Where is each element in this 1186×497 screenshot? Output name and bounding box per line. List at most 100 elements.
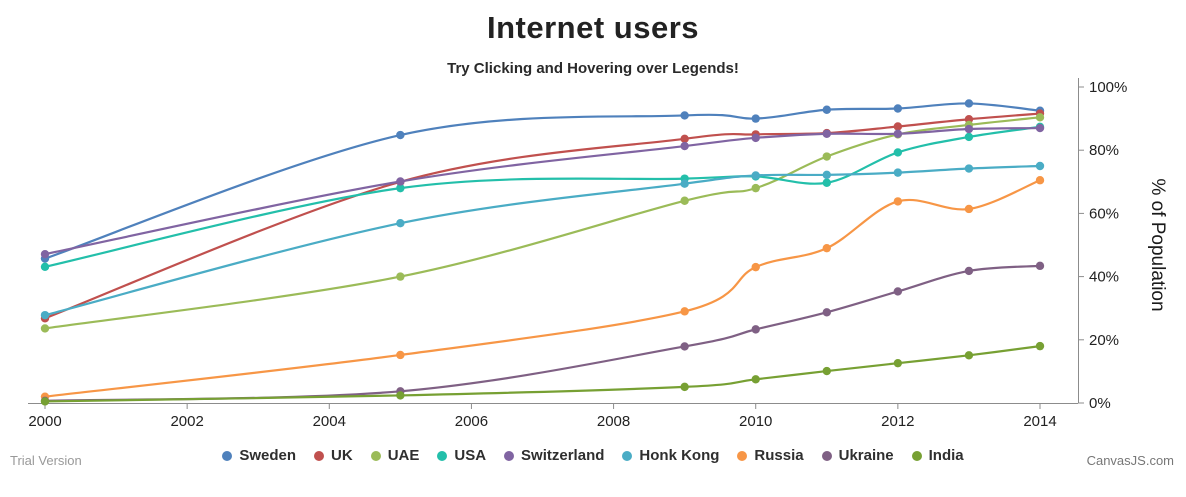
legend-marker-icon xyxy=(370,450,381,461)
legend-item-sweden[interactable]: Sweden xyxy=(222,447,296,464)
x-tick-label: 2014 xyxy=(1023,413,1056,430)
series-line-sweden[interactable] xyxy=(43,102,1042,260)
legend-label: Honk Kong xyxy=(639,447,720,464)
series-line-india[interactable] xyxy=(43,345,1042,403)
x-tick-label: 2000 xyxy=(28,413,61,430)
y-tick-label: 80% xyxy=(1089,142,1119,159)
legend-item-honk-kong[interactable]: Honk Kong xyxy=(622,447,719,464)
series-line-uae[interactable] xyxy=(43,116,1042,330)
x-tick-label: 2010 xyxy=(739,413,772,430)
chart-plot-area: 2000 2002 2004 2006 2008 2010 2012 2014 0% 20% 40%… xyxy=(28,78,1168,430)
series-marker-switzerland[interactable] xyxy=(1035,123,1045,133)
series-marker-sweden[interactable] xyxy=(893,104,903,113)
series-marker-usa[interactable] xyxy=(396,183,405,193)
x-tick-label: 2006 xyxy=(455,413,488,430)
legend-item-india[interactable]: India xyxy=(911,447,964,464)
series-marker-uae[interactable] xyxy=(822,152,831,161)
legend-label: Russia xyxy=(754,447,804,464)
series-marker-russia[interactable] xyxy=(396,350,405,360)
series-marker-ukraine[interactable] xyxy=(680,342,689,351)
canvasjs-credit-link[interactable]: CanvasJS.com xyxy=(1086,453,1174,468)
series-marker-uk[interactable] xyxy=(680,134,689,144)
series-marker-uae[interactable] xyxy=(751,183,760,193)
series-marker-honk-kong[interactable] xyxy=(40,310,50,320)
series-marker-ukraine[interactable] xyxy=(893,287,903,296)
series-marker-usa[interactable] xyxy=(893,148,903,157)
series-marker-india[interactable] xyxy=(751,375,760,384)
series-marker-switzerland[interactable] xyxy=(964,124,974,134)
y-tick-label: 60% xyxy=(1089,205,1119,222)
series-marker-ukraine[interactable] xyxy=(751,325,760,334)
series-marker-switzerland[interactable] xyxy=(40,249,50,259)
series-marker-russia[interactable] xyxy=(964,204,974,214)
legend-label: Ukraine xyxy=(838,447,894,464)
series-marker-honk-kong[interactable] xyxy=(822,170,831,180)
series-marker-russia[interactable] xyxy=(893,197,903,206)
series-marker-switzerland[interactable] xyxy=(822,129,831,138)
series-marker-honk-kong[interactable] xyxy=(751,171,760,180)
series-marker-switzerland[interactable] xyxy=(396,177,405,186)
x-tick-label: 2002 xyxy=(170,413,203,430)
series-marker-russia[interactable] xyxy=(1035,176,1045,185)
series-marker-uae[interactable] xyxy=(40,324,50,333)
series-marker-uae[interactable] xyxy=(680,196,689,205)
series-line-switzerland[interactable] xyxy=(43,126,1042,256)
series-marker-switzerland[interactable] xyxy=(893,129,903,138)
series-line-usa[interactable] xyxy=(43,125,1042,268)
legend-marker-icon xyxy=(314,450,325,461)
series-marker-uae[interactable] xyxy=(396,272,405,281)
series-marker-honk-kong[interactable] xyxy=(680,179,689,188)
chart-subtitle: Try Clicking and Hovering over Legends! xyxy=(447,60,739,77)
series-marker-switzerland[interactable] xyxy=(680,141,689,151)
legend-item-usa[interactable]: USA xyxy=(437,447,486,464)
series-marker-ukraine[interactable] xyxy=(822,308,831,317)
series-marker-ukraine[interactable] xyxy=(1035,261,1045,271)
series-marker-russia[interactable] xyxy=(680,307,689,316)
x-tick-label: 2012 xyxy=(881,413,914,430)
y-tick-label: 40% xyxy=(1089,269,1119,286)
series-marker-switzerland[interactable] xyxy=(751,133,760,143)
series-marker-india[interactable] xyxy=(680,382,689,392)
legend-item-ukraine[interactable]: Ukraine xyxy=(821,447,894,464)
legend-item-switzerland[interactable]: Switzerland xyxy=(504,447,604,464)
series-marker-ukraine[interactable] xyxy=(964,266,974,276)
series-marker-honk-kong[interactable] xyxy=(396,218,405,228)
legend-label: India xyxy=(928,447,964,464)
series-marker-uk[interactable] xyxy=(893,122,903,131)
series-marker-india[interactable] xyxy=(964,351,974,360)
series-marker-sweden[interactable] xyxy=(964,99,974,108)
legend-item-russia[interactable]: Russia xyxy=(737,447,804,464)
series-marker-sweden[interactable] xyxy=(751,114,760,123)
series-marker-usa[interactable] xyxy=(40,262,50,272)
series-line-uk[interactable] xyxy=(43,112,1042,320)
series-marker-russia[interactable] xyxy=(822,243,831,253)
legend-marker-icon xyxy=(821,450,832,461)
series-marker-honk-kong[interactable] xyxy=(893,168,903,177)
y-tick-label: 100% xyxy=(1089,79,1127,96)
series-line-russia[interactable] xyxy=(43,179,1042,398)
series-marker-usa[interactable] xyxy=(822,178,831,187)
series-marker-india[interactable] xyxy=(40,397,50,406)
series-marker-sweden[interactable] xyxy=(396,130,405,140)
legend-item-uk[interactable]: UK xyxy=(314,447,353,464)
series-marker-usa[interactable] xyxy=(964,132,974,142)
series-marker-sweden[interactable] xyxy=(822,105,831,114)
y-tick-label: 0% xyxy=(1089,395,1111,412)
legend-label: USA xyxy=(454,447,487,464)
series-marker-sweden[interactable] xyxy=(680,111,689,120)
legend-item-uae[interactable]: UAE xyxy=(370,447,419,464)
series-marker-honk-kong[interactable] xyxy=(964,164,974,173)
series-line-honk-kong[interactable] xyxy=(43,164,1042,317)
series-marker-honk-kong[interactable] xyxy=(1035,161,1045,171)
series-marker-india[interactable] xyxy=(1035,341,1045,351)
series-marker-russia[interactable] xyxy=(751,262,760,272)
y-axis-title: % of Population xyxy=(1147,178,1168,311)
trial-version-label: Trial Version xyxy=(10,453,82,468)
series-marker-uae[interactable] xyxy=(1035,113,1045,122)
series-marker-india[interactable] xyxy=(893,358,903,368)
legend-marker-icon xyxy=(622,450,633,461)
series-marker-india[interactable] xyxy=(396,391,405,400)
legend-marker-icon xyxy=(737,450,748,461)
series-marker-india[interactable] xyxy=(822,366,831,376)
legend-label: Switzerland xyxy=(521,447,605,464)
